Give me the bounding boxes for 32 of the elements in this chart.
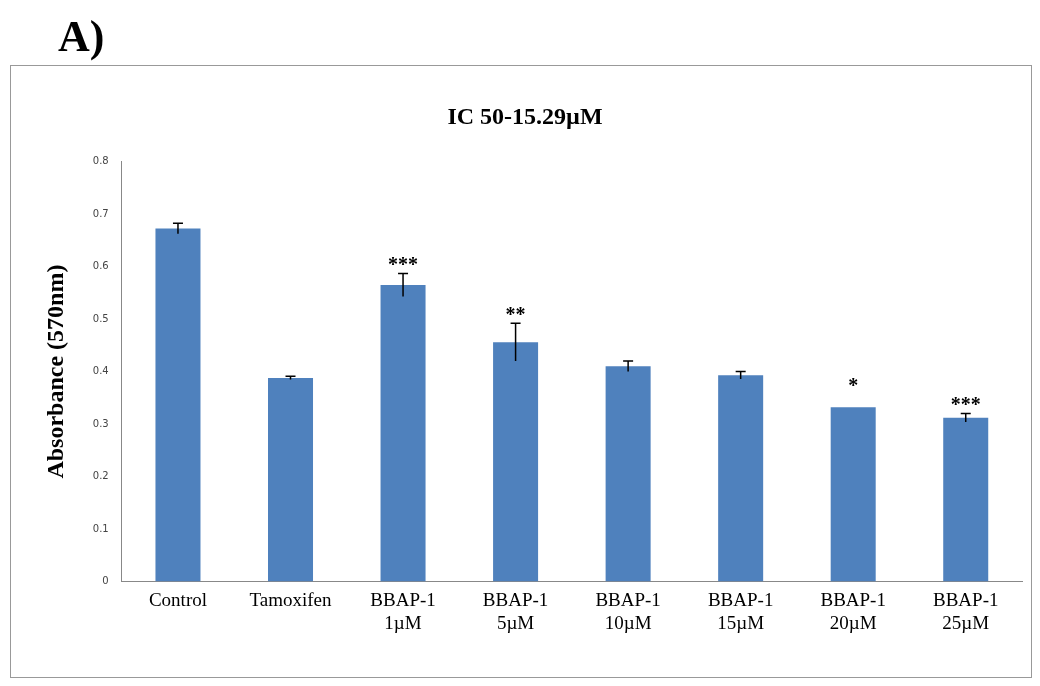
y-tick-label: 0.5 <box>92 312 109 324</box>
x-tick-label: Control <box>148 588 207 610</box>
annotation: *** <box>950 392 981 415</box>
y-tick-label: 0.1 <box>92 522 109 534</box>
text: A) <box>58 12 105 62</box>
y-tick-label: 0.6 <box>92 260 109 272</box>
bar <box>943 417 989 582</box>
y-tick-label: 0.4 <box>92 365 109 377</box>
bar <box>830 407 876 582</box>
y-tick-label: 0.2 <box>92 470 109 482</box>
x-tick-label: BBAP-1 1µM <box>370 588 436 633</box>
y-tick-label: 0.8 <box>92 155 109 167</box>
x-tick-label: BBAP-1 5µM <box>482 588 549 633</box>
x-tick-label: BBAP-1 15µM <box>707 588 774 633</box>
chart-title: IC 50-15.29µM <box>447 102 603 129</box>
annotation: *** <box>388 252 419 275</box>
annotation: ** <box>505 302 526 325</box>
annotation: * <box>848 374 859 397</box>
bar <box>605 366 651 582</box>
x-tick-label: BBAP-1 20µM <box>820 588 886 633</box>
bar <box>380 285 426 582</box>
bar <box>493 342 539 582</box>
bar <box>268 377 314 582</box>
bar <box>155 228 201 582</box>
x-tick-label: Tamoxifen <box>249 588 333 610</box>
y-tick-label: 0.3 <box>92 417 109 429</box>
y-tick-label: 0.7 <box>92 207 109 219</box>
y-axis-title: Absorbance (570nm) <box>41 264 68 479</box>
y-tick-label: 0 <box>102 574 109 586</box>
bar <box>718 375 764 582</box>
x-tick-label: BBAP-1 10µM <box>595 588 661 633</box>
x-tick-label: BBAP-1 25µM <box>933 588 999 633</box>
